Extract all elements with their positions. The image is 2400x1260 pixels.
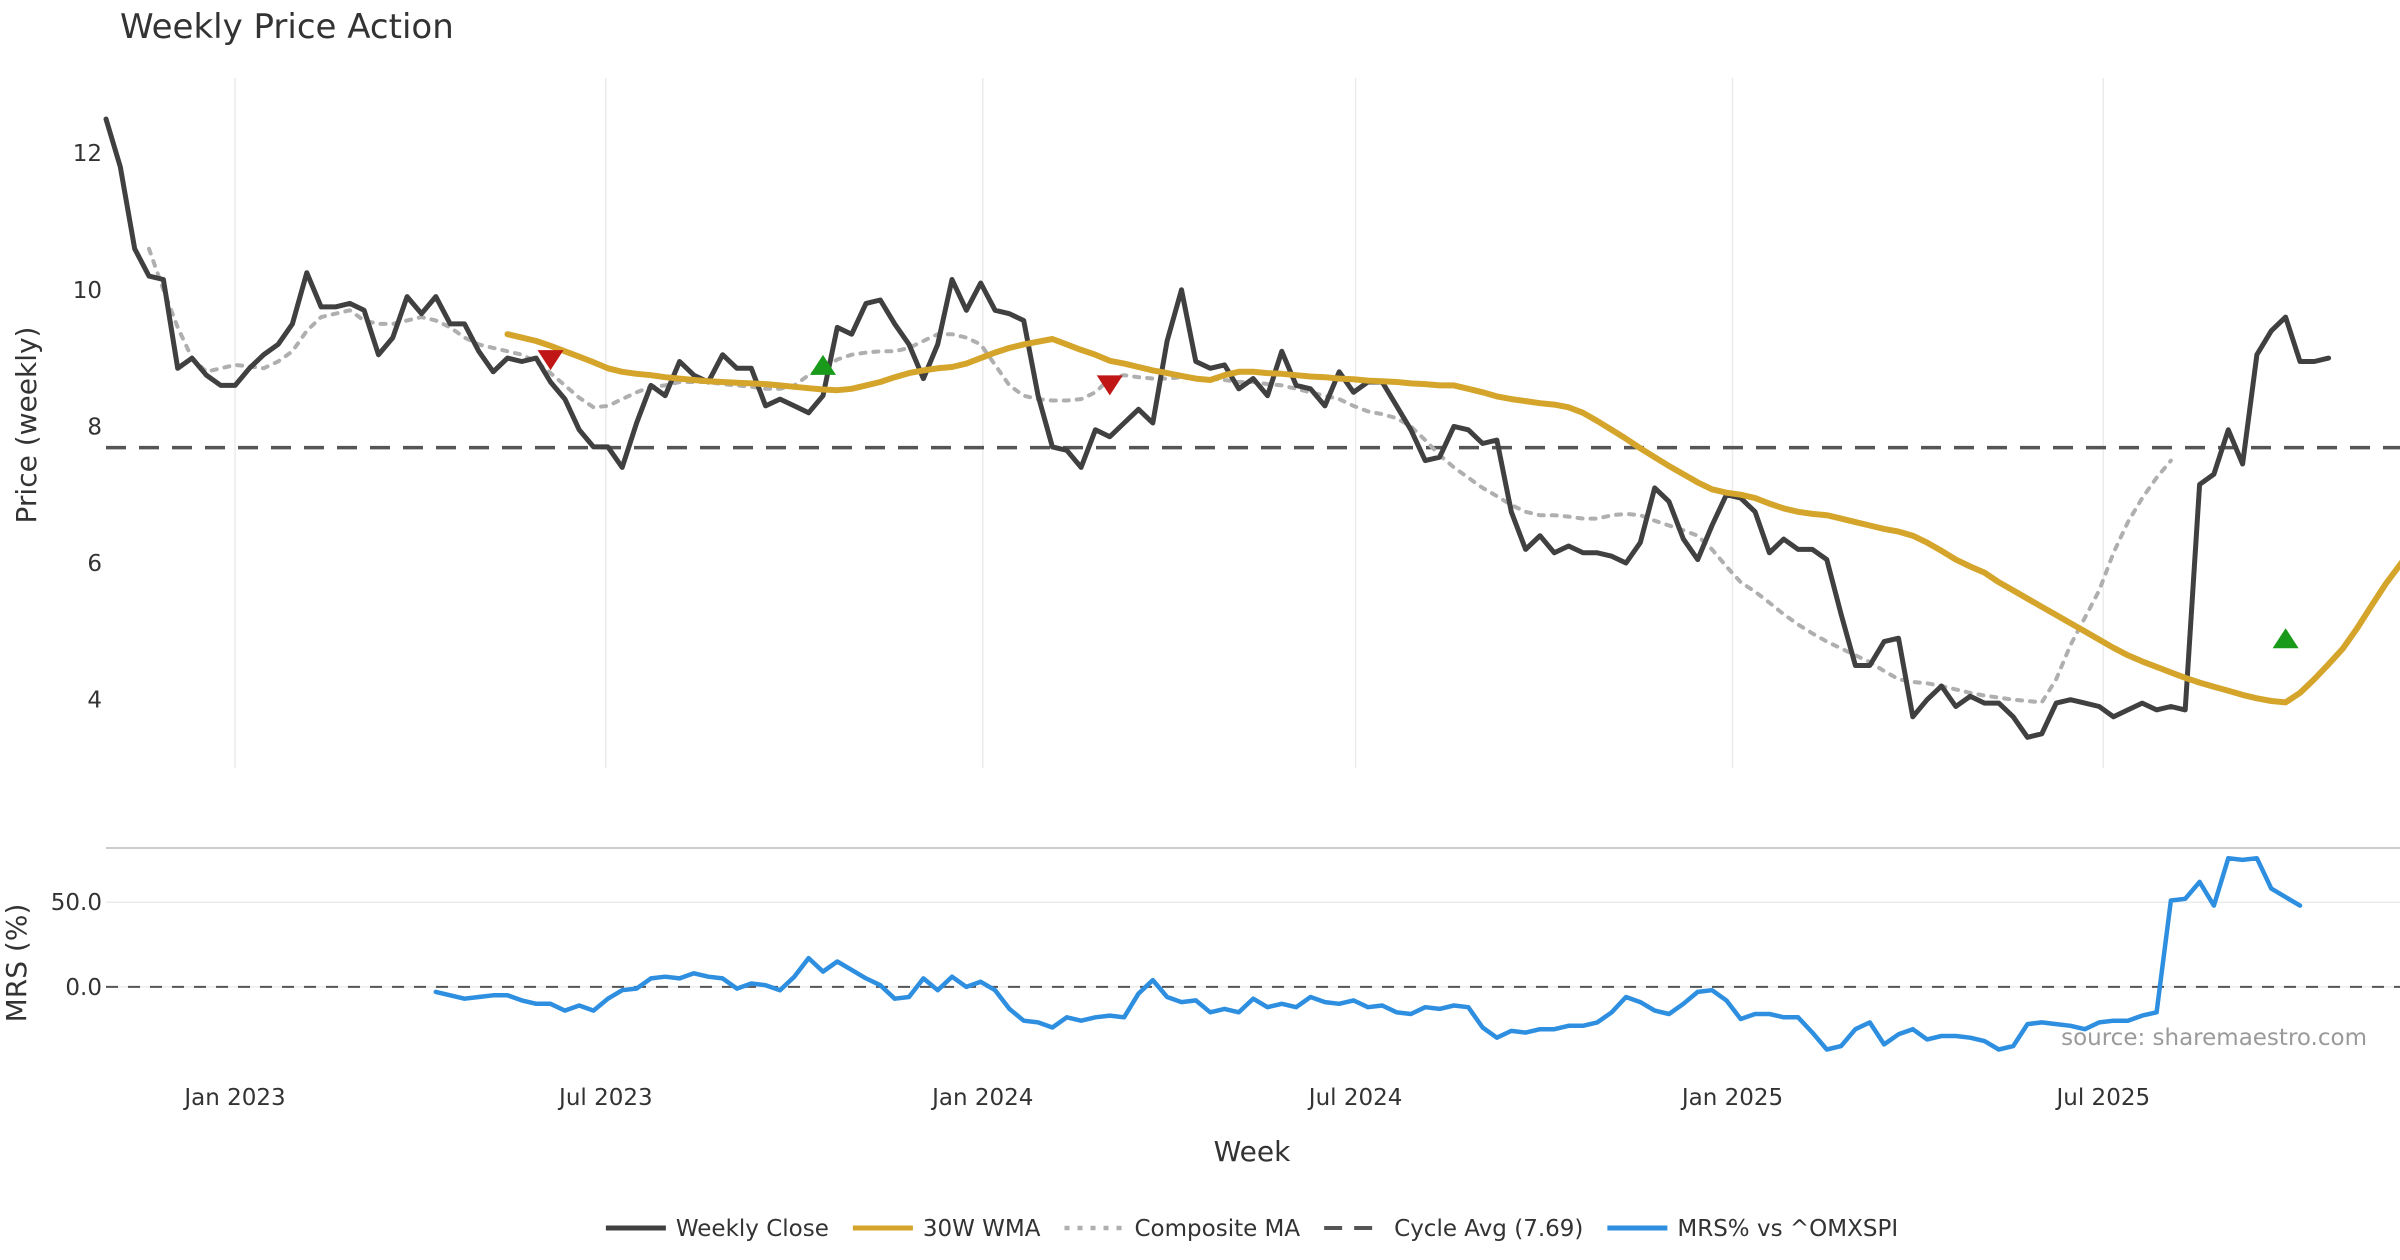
legend-label-cycle: Cycle Avg (7.69) (1394, 1216, 1583, 1242)
price-y-ticks: 4 6 8 10 12 (73, 141, 102, 714)
price-y-tick-label: 6 (87, 551, 102, 577)
mrs-y-axis-label: MRS (%) (0, 904, 33, 1023)
chart-title: Weekly Price Action (120, 7, 454, 47)
x-tick-label: Jan 2023 (182, 1085, 285, 1111)
price-y-tick-label: 8 (87, 414, 102, 440)
legend-label-close: Weekly Close (676, 1216, 829, 1242)
buy-signal-marker (2272, 628, 2299, 649)
x-tick-label: Jul 2023 (557, 1085, 653, 1111)
sell-signal-marker (537, 350, 564, 371)
x-tick-label: Jul 2024 (1307, 1085, 1403, 1111)
price-y-tick-label: 10 (73, 278, 102, 304)
price-y-tick-label: 4 (87, 688, 102, 714)
x-tick-label: Jan 2025 (1680, 1085, 1783, 1111)
series-wma-line (504, 331, 2400, 706)
price-panel: 4 6 8 10 12 (73, 78, 2400, 768)
x-axis-label: Week (1214, 1135, 1291, 1168)
chart-legend: Weekly Close 30W WMA Composite MA Cycle Avg… (605, 1216, 1898, 1242)
mrs-gridlines (106, 901, 2400, 988)
x-tick-label: Jul 2025 (2055, 1085, 2151, 1111)
price-y-axis-label: Price (weekly) (10, 327, 43, 524)
mrs-y-ticks: 0.0 50.0 (51, 890, 102, 1001)
x-tick-label: Jan 2024 (930, 1085, 1033, 1111)
price-gridlines (234, 78, 2105, 768)
buy-signal-marker (809, 354, 836, 375)
legend-label-mrs: MRS% vs ^OMXSPI (1677, 1216, 1898, 1242)
mrs-y-tick-label: 0.0 (65, 975, 102, 1001)
legend-label-wma: 30W WMA (923, 1216, 1041, 1242)
series-close-line (103, 116, 2332, 740)
signal-markers (537, 350, 2299, 649)
series-composite-line (147, 246, 2173, 705)
legend-label-composite: Composite MA (1135, 1216, 1301, 1242)
sell-signal-marker (1096, 375, 1123, 396)
mrs-panel: 0.0 50.0 (51, 855, 2400, 1052)
mrs-series (106, 855, 2400, 1052)
mrs-y-tick-label: 50.0 (51, 890, 102, 916)
series-mrs-line (433, 855, 2303, 1052)
price-y-tick-label: 12 (73, 141, 102, 167)
x-axis-ticks: Jan 2023 Jul 2023 Jan 2024 Jul 2024 Jan 2025… (182, 1085, 2150, 1111)
price-series (103, 116, 2400, 740)
source-annotation: source: sharemaestro.com (2061, 1025, 2367, 1051)
